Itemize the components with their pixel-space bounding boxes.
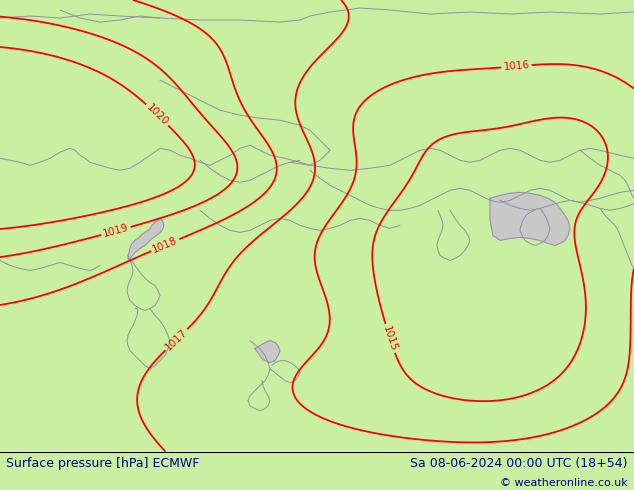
Text: 1015: 1015 — [381, 324, 399, 352]
Text: 1016: 1016 — [503, 60, 530, 73]
Text: 1017: 1017 — [164, 327, 190, 352]
Text: 1020: 1020 — [145, 102, 171, 127]
Text: © weatheronline.co.uk: © weatheronline.co.uk — [500, 478, 628, 488]
Text: Sa 08-06-2024 00:00 UTC (18+54): Sa 08-06-2024 00:00 UTC (18+54) — [410, 457, 628, 470]
Polygon shape — [255, 341, 280, 363]
Polygon shape — [128, 219, 164, 261]
Text: 1019: 1019 — [102, 222, 130, 239]
Text: 1018: 1018 — [151, 235, 179, 255]
Polygon shape — [490, 193, 570, 245]
Text: Surface pressure [hPa] ECMWF: Surface pressure [hPa] ECMWF — [6, 457, 200, 470]
